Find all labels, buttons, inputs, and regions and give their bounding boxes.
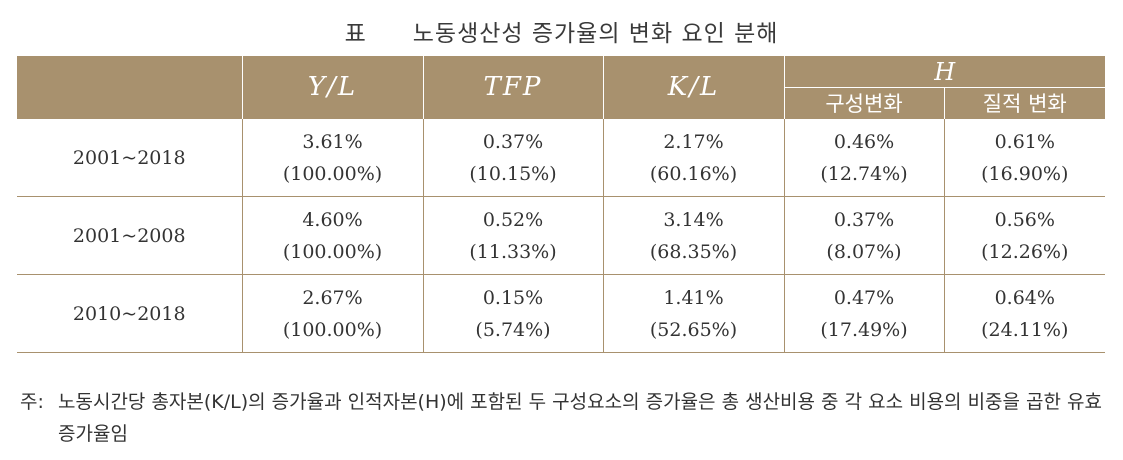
cell-share: (5.74%)	[475, 318, 551, 341]
cell-quality: 0.61% (16.90%)	[943, 118, 1105, 197]
cell-composition: 0.37% (8.07%)	[783, 196, 944, 275]
cell-kl: 2.17% (60.16%)	[602, 118, 784, 197]
header-yl: Y/L	[241, 56, 423, 119]
cell-value: 0.15%	[482, 286, 544, 309]
table-row: 2001~2018 3.61% (100.00%) 0.37% (10.15%) 2…	[17, 118, 1105, 197]
cell-share: (17.49%)	[820, 318, 908, 341]
cell-share: (8.07%)	[826, 240, 902, 263]
cell-share: (16.90%)	[981, 162, 1069, 185]
cell-share: (24.11%)	[981, 318, 1069, 341]
table-row: 2001~2008 4.60% (100.00%) 0.52% (11.33%) 3…	[17, 196, 1105, 275]
cell-value: 0.52%	[482, 208, 544, 231]
cell-value: 0.64%	[994, 286, 1055, 309]
cell-share: (100.00%)	[282, 240, 383, 263]
cell-value: 3.61%	[302, 130, 363, 153]
cell-composition: 0.47% (17.49%)	[783, 274, 944, 353]
cell-value: 0.47%	[833, 286, 895, 309]
cell-share: (11.33%)	[469, 240, 557, 263]
note-text: 노동시간당 총자본(K/L)의 증가율과 인적자본(H)에 포함된 두 구성요소…	[58, 391, 1103, 445]
cell-yl: 3.61% (100.00%)	[241, 118, 423, 197]
period-header	[17, 56, 242, 119]
cell-value: 0.37%	[833, 208, 895, 231]
cell-kl: 1.41% (52.65%)	[602, 274, 784, 353]
period-cell: 2001~2018	[17, 118, 242, 197]
table-title: 표 노동생산성 증가율의 변화 요인 분해	[0, 14, 1123, 48]
cell-composition: 0.46% (12.74%)	[783, 118, 944, 197]
cell-share: (60.16%)	[649, 162, 738, 185]
header-quality: 질적 변화	[943, 87, 1105, 119]
cell-share: (100.00%)	[282, 162, 383, 185]
cell-share: (100.00%)	[282, 318, 383, 341]
cell-tfp: 0.15% (5.74%)	[422, 274, 603, 353]
cell-share: (52.65%)	[649, 318, 738, 341]
table-body: 2001~2018 3.61% (100.00%) 0.37% (10.15%) 2…	[17, 118, 1105, 353]
cell-value: 0.56%	[994, 208, 1055, 231]
decomposition-table: Y/L TFP K/L H 구성변화 질적 변화 2001~2018 3.61%…	[17, 56, 1105, 353]
cell-tfp: 0.37% (10.15%)	[422, 118, 603, 197]
note-prefix: 주:	[20, 391, 44, 413]
cell-value: 0.61%	[994, 130, 1055, 153]
cell-quality: 0.56% (12.26%)	[943, 196, 1105, 275]
table-label: 표	[344, 21, 367, 47]
cell-yl: 2.67% (100.00%)	[241, 274, 423, 353]
header-h: H	[783, 56, 1105, 88]
cell-value: 0.37%	[482, 130, 544, 153]
table-note: 주: 노동시간당 총자본(K/L)의 증가율과 인적자본(H)에 포함된 두 구…	[20, 386, 1110, 450]
cell-share: (10.15%)	[469, 162, 557, 185]
table-title-text: 노동생산성 증가율의 변화 요인 분해	[412, 21, 779, 47]
cell-share: (12.26%)	[981, 240, 1069, 263]
cell-value: 2.67%	[302, 286, 363, 309]
cell-kl: 3.14% (68.35%)	[602, 196, 784, 275]
cell-tfp: 0.52% (11.33%)	[422, 196, 603, 275]
cell-share: (68.35%)	[649, 240, 738, 263]
header-composition: 구성변화	[783, 87, 944, 119]
period-cell: 2001~2008	[17, 196, 242, 275]
cell-value: 1.41%	[663, 286, 724, 309]
table-row: 2010~2018 2.67% (100.00%) 0.15% (5.74%) 1.…	[17, 274, 1105, 353]
header-tfp: TFP	[422, 56, 603, 119]
cell-value: 0.46%	[833, 130, 895, 153]
cell-yl: 4.60% (100.00%)	[241, 196, 423, 275]
cell-share: (12.74%)	[820, 162, 908, 185]
cell-quality: 0.64% (24.11%)	[943, 274, 1105, 353]
cell-value: 4.60%	[302, 208, 363, 231]
cell-value: 3.14%	[663, 208, 724, 231]
cell-value: 2.17%	[663, 130, 724, 153]
header-kl: K/L	[602, 56, 784, 119]
period-cell: 2010~2018	[17, 274, 242, 353]
